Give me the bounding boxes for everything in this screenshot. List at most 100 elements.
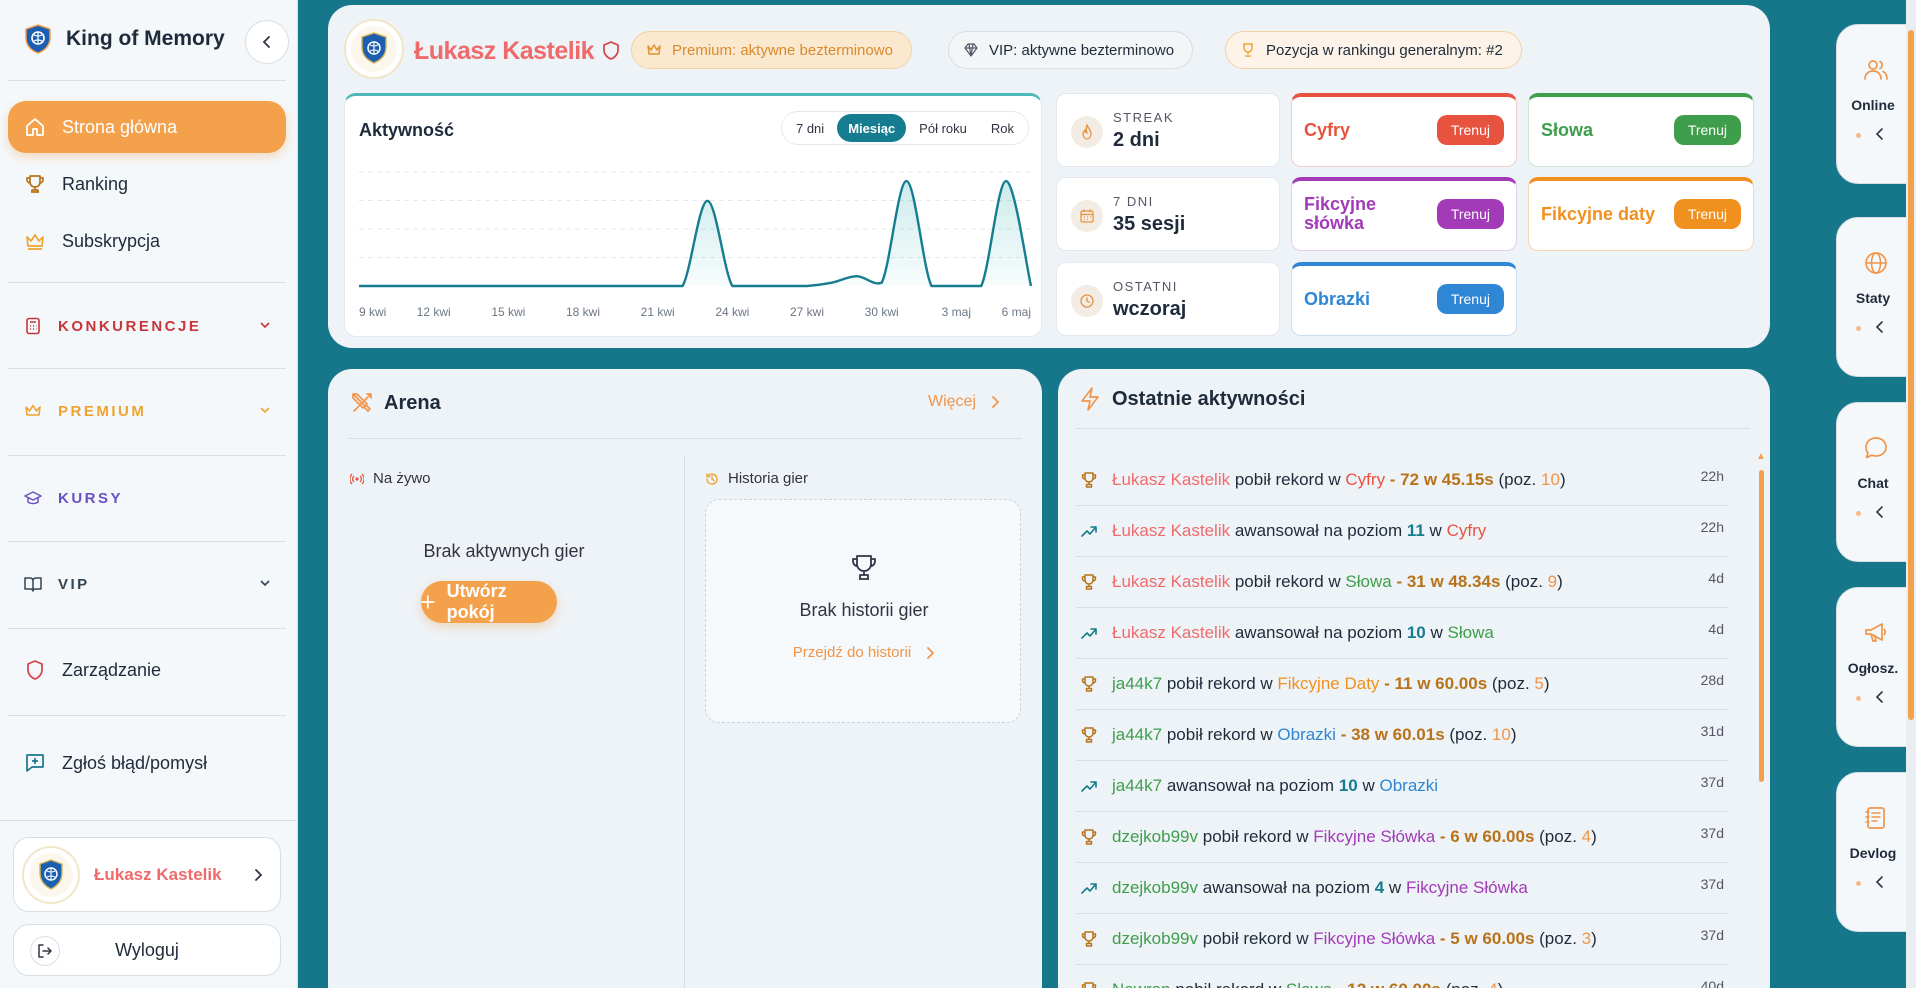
chevron-left-icon[interactable] [1875, 320, 1885, 334]
brand[interactable]: King of Memory [24, 24, 225, 54]
section-konkurencje[interactable]: KONKURENCJE [8, 304, 286, 348]
activity-time: 31d [1700, 723, 1724, 739]
chevron-left-icon [262, 36, 270, 48]
nav-ranking[interactable]: Ranking [8, 158, 286, 210]
premium-badge: Premium: aktywne bezterminowo [631, 31, 912, 69]
activity-user[interactable]: Łukasz Kastelik [1112, 521, 1231, 540]
tab-7-days[interactable]: 7 dni [795, 120, 825, 136]
no-history-text: Brak historii gier [799, 600, 929, 620]
train-slowa-button[interactable]: Trenuj [1673, 115, 1741, 145]
section-vip[interactable]: VIP [8, 562, 286, 606]
activity-position-suffix: ) [1591, 929, 1597, 948]
recent-activities-panel: Ostatnie aktywności Łukasz Kastelik pobi… [1058, 369, 1770, 988]
activity-connector: w [1384, 878, 1406, 897]
nav-admin[interactable]: Zarządzanie [8, 644, 286, 696]
chevron-right-icon [255, 869, 263, 881]
x-tick-label: 12 kwi [417, 305, 451, 319]
activity-user[interactable]: ja44k7 [1112, 776, 1163, 795]
activity-time: 28d [1700, 672, 1724, 688]
section-kursy[interactable]: KURSY [8, 476, 286, 520]
dock-online[interactable]: Online [1836, 24, 1916, 184]
divider [1076, 428, 1750, 429]
dock-label: Ogłosz. [1847, 660, 1899, 676]
activity-row: dzejkob99v awansował na poziom 4 w Fikcy… [1076, 863, 1728, 914]
dock-ogosz[interactable]: Ogłosz. [1836, 587, 1916, 747]
stat-label: OSTATNI [1113, 279, 1178, 294]
app-name: King of Memory [66, 27, 225, 50]
dock-chat[interactable]: Chat [1836, 402, 1916, 562]
nav-home[interactable]: Strona główna [8, 101, 286, 153]
scroll-up-arrow[interactable]: ▲ [1756, 451, 1766, 462]
status-dot [1856, 881, 1861, 886]
activity-connector: w [1424, 521, 1447, 540]
activity-position: 4 [1581, 827, 1592, 846]
trophy-icon [1080, 981, 1098, 988]
tab-month[interactable]: Miesiąc [837, 114, 907, 142]
chevron-left-icon[interactable] [1875, 127, 1885, 141]
x-tick-label: 21 kwi [641, 305, 675, 319]
activity-row: Łukasz Kastelik awansował na poziom 10 w… [1076, 608, 1728, 659]
divider [684, 455, 685, 988]
create-room-label: Utwórz pokój [446, 581, 507, 622]
activity-verb: awansował na poziom [1162, 776, 1339, 795]
activity-user[interactable]: Newron [1112, 980, 1171, 988]
train-fikcyjne-slowka-button[interactable]: Trenuj [1436, 199, 1504, 229]
activity-time: 40d [1700, 978, 1724, 988]
recent-activities-title: Ostatnie aktywności [1112, 388, 1306, 410]
activity-score: - 11 w 60.00s [1379, 674, 1488, 693]
user-card[interactable]: Łukasz Kastelik [13, 837, 281, 912]
arena-panel: Arena Więcej Na żywo Historia gier Brak … [328, 369, 1042, 988]
activity-position: 10 [1491, 725, 1511, 744]
chevron-down-icon [260, 407, 270, 414]
activity-user[interactable]: Łukasz Kastelik [1112, 572, 1231, 591]
dock-devlog[interactable]: Devlog [1836, 772, 1916, 932]
activity-user[interactable]: ja44k7 [1112, 674, 1163, 693]
activity-time: 37d [1700, 825, 1724, 841]
logout-button[interactable]: Wyloguj [13, 924, 281, 976]
activity-time: 22h [1700, 519, 1724, 535]
activity-verb: pobił rekord w [1171, 980, 1286, 988]
trend-icon [1080, 777, 1098, 795]
dock-label: Devlog [1849, 845, 1897, 861]
train-obrazki-button[interactable]: Trenuj [1436, 284, 1504, 314]
history-link[interactable]: Przejdź do historii [706, 644, 1022, 661]
activity-discipline: Fikcyjne Słówka [1313, 929, 1436, 948]
activity-user[interactable]: dzejkob99v [1112, 878, 1199, 897]
chevron-left-icon[interactable] [1875, 690, 1885, 704]
page-scrollbar-thumb[interactable] [1908, 30, 1914, 720]
nav-report[interactable]: Zgłoś błąd/pomysł [8, 737, 286, 789]
activity-user[interactable]: Łukasz Kastelik [1112, 470, 1231, 489]
lightning-icon [1081, 387, 1099, 411]
activity-position-suffix: ) [1498, 980, 1504, 988]
chevron-left-icon[interactable] [1875, 875, 1885, 889]
nav-subscription[interactable]: Subskrypcja [8, 215, 286, 267]
activity-discipline: Cyfry [1345, 470, 1386, 489]
collapse-sidebar-button[interactable] [245, 20, 289, 64]
section-premium[interactable]: PREMIUM [8, 389, 286, 433]
activity-user[interactable]: ja44k7 [1112, 725, 1163, 744]
activity-row: ja44k7 awansował na poziom 10 w Obrazki 3… [1076, 761, 1728, 812]
activity-scrollbar[interactable] [1759, 470, 1764, 782]
crown-icon [26, 234, 44, 250]
tab-half-year[interactable]: Pół roku [919, 120, 967, 136]
tab-year[interactable]: Rok [990, 120, 1014, 136]
avatar [22, 845, 80, 904]
activity-verb: pobił rekord w [1162, 725, 1278, 744]
dock-staty[interactable]: Staty [1836, 217, 1916, 377]
train-fikcyjne-daty-button[interactable]: Trenuj [1673, 199, 1741, 229]
divider [8, 80, 286, 81]
activity-user[interactable]: Łukasz Kastelik [1112, 623, 1231, 642]
train-cyfry-button[interactable]: Trenuj [1436, 115, 1504, 145]
profile-panel: Łukasz Kastelik Premium: aktywne bezterm… [328, 5, 1770, 348]
sidebar: King of Memory Strona główna Ranking Sub… [0, 0, 298, 988]
activity-user[interactable]: dzejkob99v [1112, 929, 1199, 948]
create-room-button[interactable]: Utwórz pokój [421, 581, 557, 623]
arena-more-link[interactable]: Więcej [928, 393, 1000, 411]
activity-row: ja44k7 pobił rekord w Fikcyjne Daty - 11… [1076, 659, 1728, 710]
notebook-icon [1863, 805, 1889, 831]
activity-user[interactable]: dzejkob99v [1112, 827, 1199, 846]
chevron-left-icon[interactable] [1875, 505, 1885, 519]
stat-7-days: 7 DNI 35 sesji [1056, 177, 1280, 251]
activity-position: 3 [1581, 929, 1592, 948]
clock-icon [1071, 285, 1103, 317]
